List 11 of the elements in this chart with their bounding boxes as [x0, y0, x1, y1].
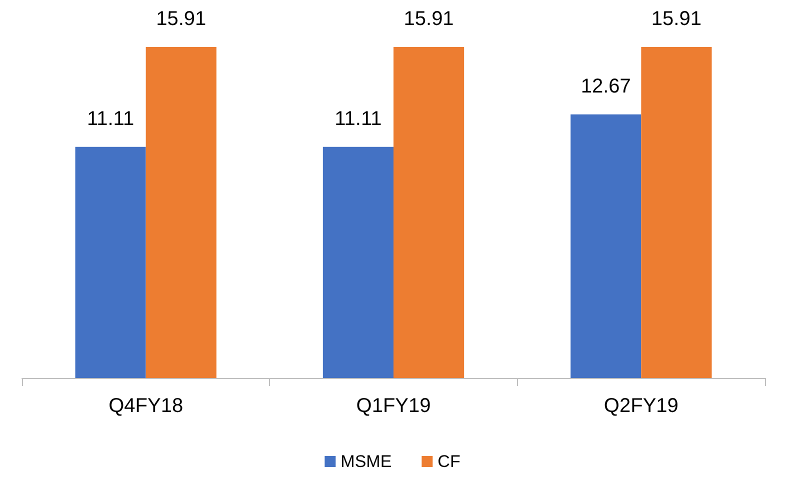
data-label: 15.91 [651, 8, 702, 30]
x-tick-label: Q2FY19 [604, 395, 678, 417]
x-tick-label: Q4FY18 [108, 395, 184, 417]
data-label: 11.11 [86, 108, 134, 130]
data-label: 15.91 [156, 8, 206, 30]
data-label: 12.67 [580, 75, 631, 98]
legend-label: CF [438, 452, 460, 471]
data-label: 15.91 [404, 8, 454, 30]
legend-label: MSME [340, 452, 392, 471]
data-label: 11.11 [334, 108, 382, 130]
x-tick-label: Q1FY19 [356, 395, 431, 417]
